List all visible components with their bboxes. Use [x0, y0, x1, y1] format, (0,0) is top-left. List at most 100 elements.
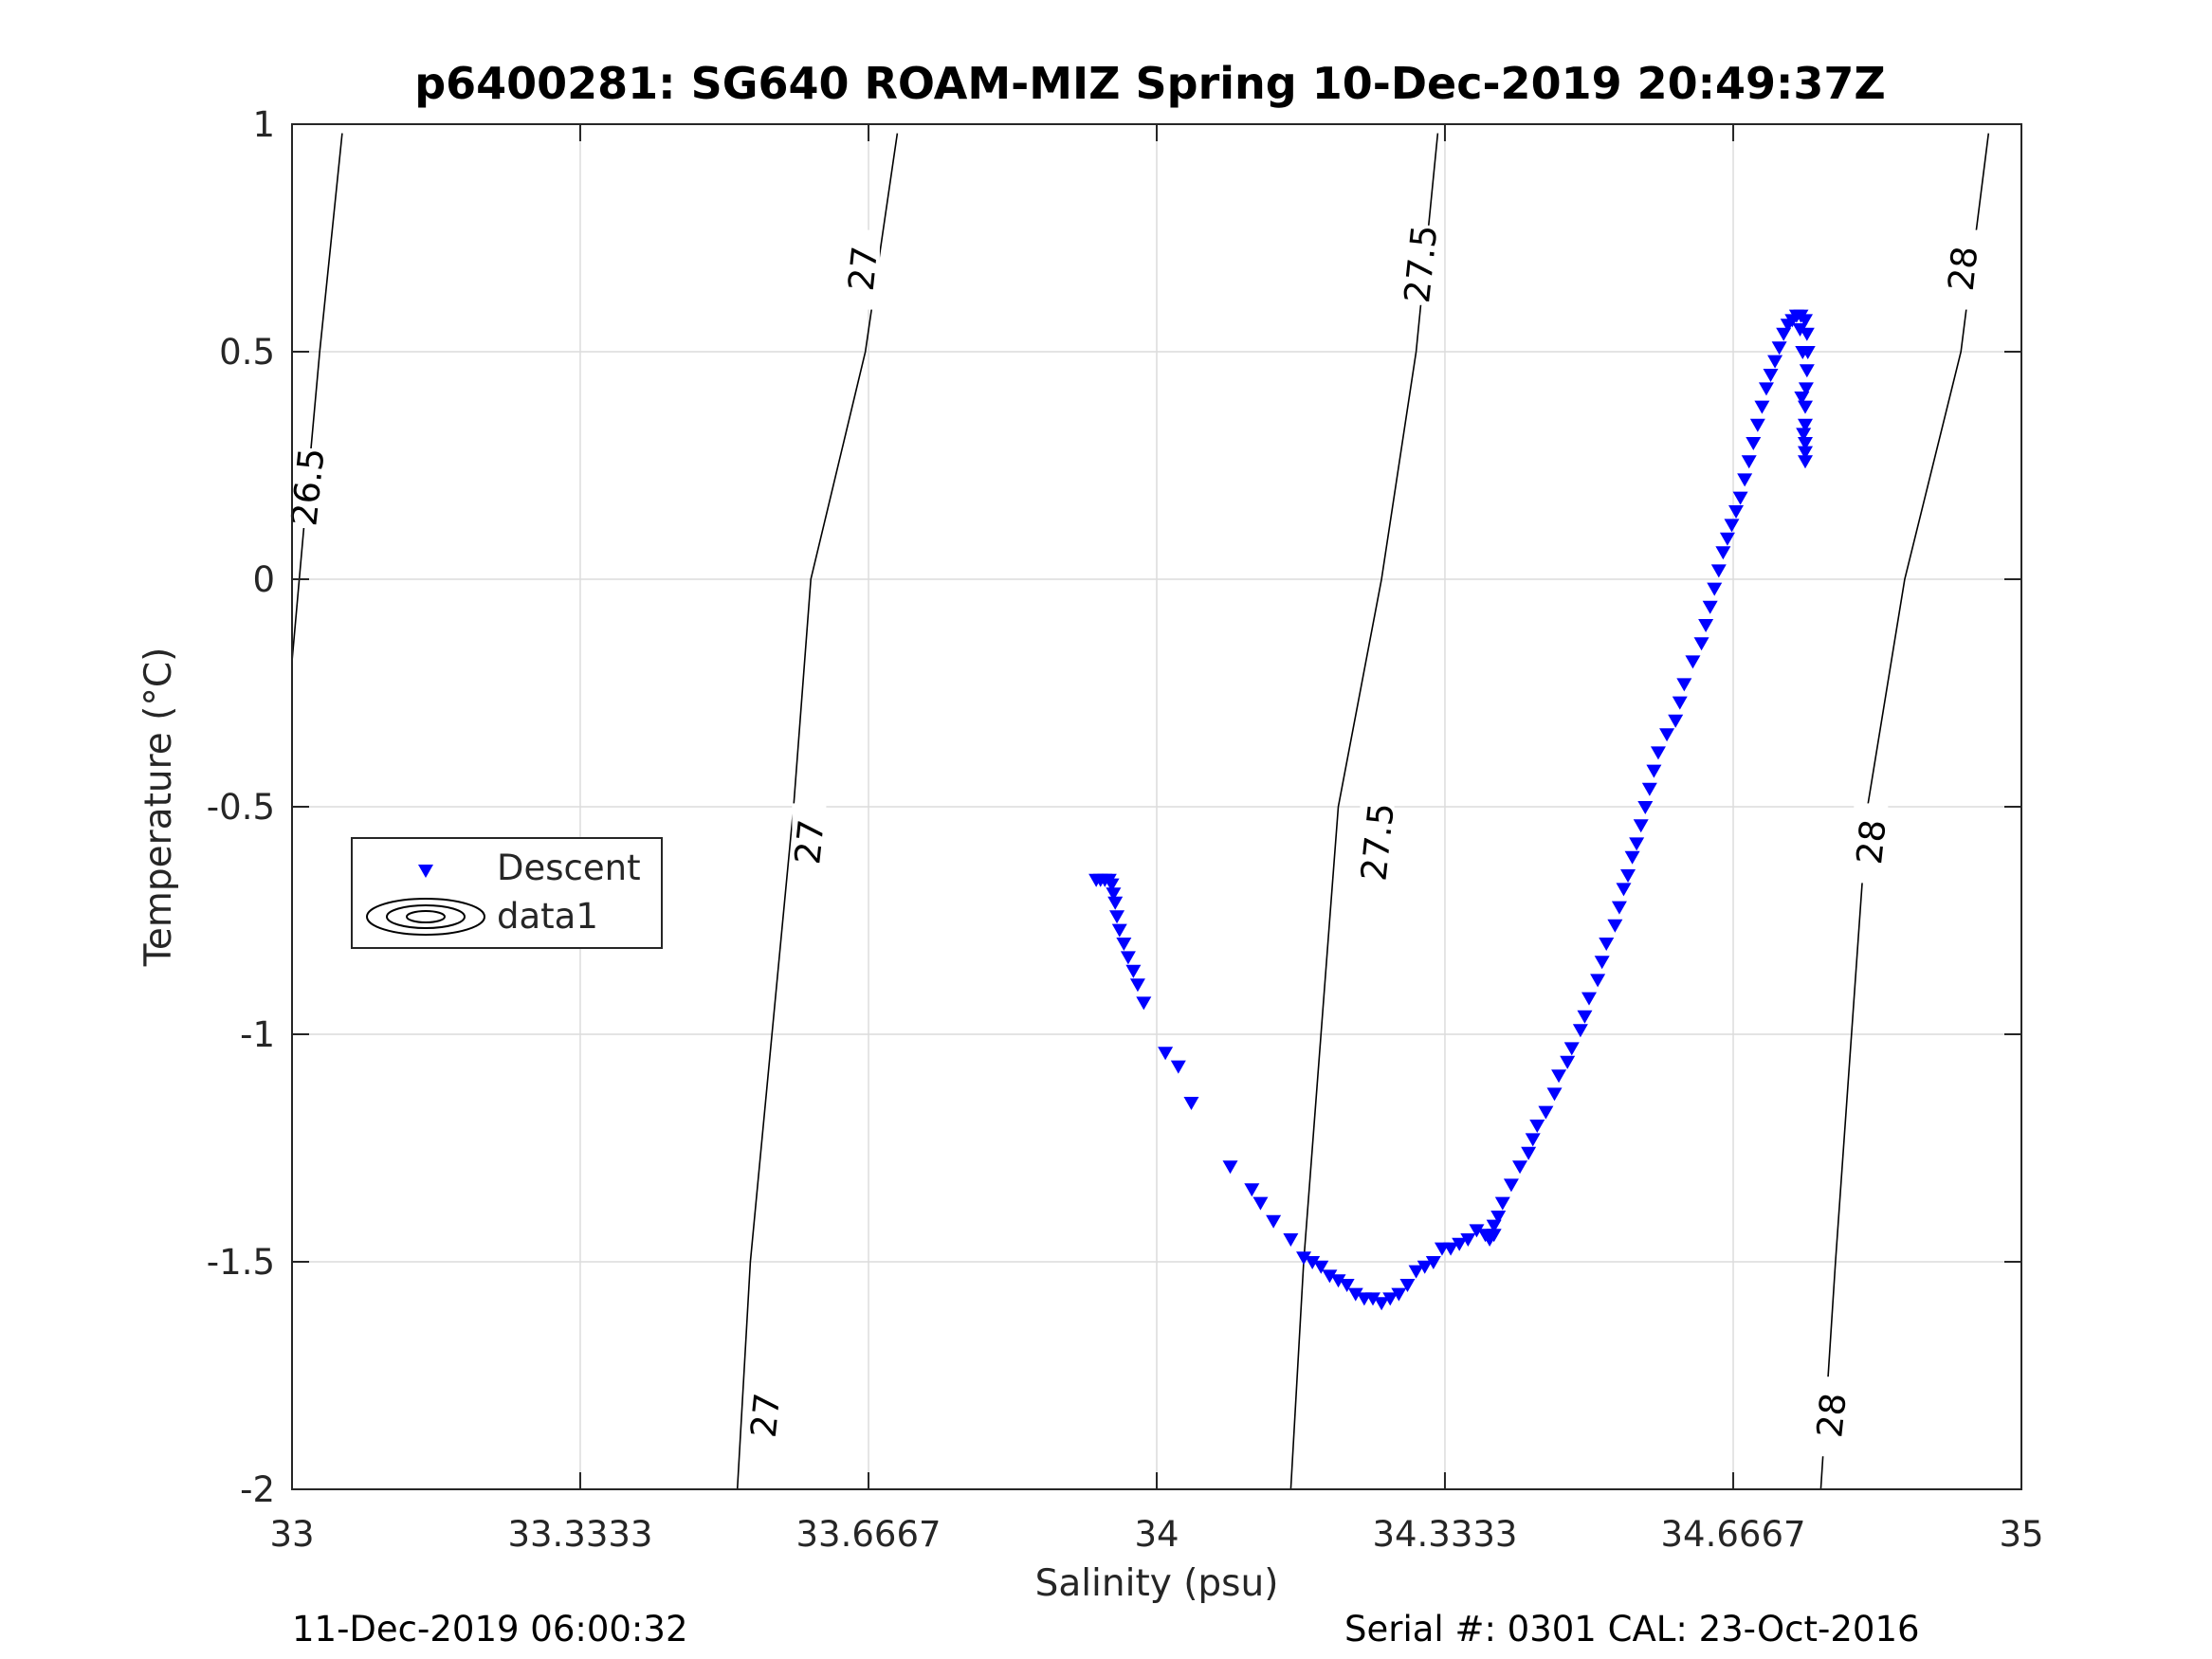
descent-point — [1754, 400, 1770, 414]
descent-point — [1529, 1120, 1545, 1133]
descent-point — [1629, 837, 1645, 851]
descent-point — [1620, 869, 1636, 883]
descent-point — [1512, 1160, 1528, 1175]
descent-point — [1707, 582, 1723, 596]
descent-point — [1724, 519, 1740, 533]
descent-point — [1599, 938, 1615, 951]
contour-label: 26.5 — [283, 446, 332, 527]
contour-label: 28 — [1849, 817, 1894, 866]
descent-point — [1490, 1211, 1507, 1224]
contour-label-gap — [1945, 229, 1980, 310]
descent-point — [1798, 455, 1813, 469]
contour-label-gap — [845, 229, 880, 310]
descent-point — [1104, 878, 1120, 892]
y-tick-label: -1.5 — [207, 1242, 275, 1283]
contour-line — [1819, 133, 1990, 1490]
contour-label: 27 — [841, 245, 887, 293]
contour-label: 28 — [1941, 245, 1986, 293]
descent-point — [1799, 364, 1815, 378]
descent-point — [1624, 850, 1640, 865]
descent-point — [1469, 1224, 1485, 1238]
descent-point — [1698, 619, 1714, 632]
descent-point — [1322, 1269, 1338, 1284]
descent-point — [1244, 1183, 1260, 1197]
descent-point — [1347, 1287, 1363, 1302]
contour-line — [291, 133, 343, 662]
descent-point — [1305, 1256, 1321, 1269]
descent-point — [1408, 1265, 1424, 1279]
descent-point — [1616, 883, 1632, 897]
descent-point — [1637, 801, 1654, 814]
x-tick-label: 33.3333 — [507, 1514, 652, 1555]
descent-point — [1107, 896, 1124, 910]
descent-point — [1737, 473, 1753, 487]
contour-label: 27 — [743, 1391, 789, 1439]
contour-label-gap — [1403, 225, 1438, 305]
descent-point — [1339, 1279, 1355, 1292]
descent-point — [1607, 919, 1623, 933]
contour-label-gap — [290, 448, 325, 528]
descent-point — [1685, 655, 1701, 669]
descent-point — [1798, 437, 1813, 450]
descent-point — [1798, 418, 1813, 432]
descent-point — [1590, 974, 1606, 988]
descent-point — [1798, 314, 1813, 328]
descent-point — [1659, 728, 1675, 742]
descent-point — [1111, 923, 1127, 938]
legend-label-data1: data1 — [497, 896, 598, 937]
descent-point — [1391, 1287, 1407, 1302]
descent-point — [1452, 1237, 1468, 1251]
descent-point — [1796, 428, 1812, 442]
chart-title: p6400281: SG640 ROAM-MIZ Spring 10-Dec-2… — [414, 58, 1886, 109]
descent-point — [1668, 714, 1684, 728]
descent-point — [1417, 1260, 1433, 1274]
descent-point — [1521, 1146, 1537, 1160]
descent-point — [1106, 887, 1122, 902]
x-tick-label: 35 — [1999, 1514, 2043, 1555]
descent-point — [1798, 446, 1813, 460]
descent-point — [1794, 392, 1810, 405]
x-axis-ticks: 33 33.3333 33.6667 34 34.3333 34.6667 35 — [269, 124, 2044, 1555]
legend-box — [351, 837, 663, 949]
y-tick-label: 0.5 — [219, 332, 275, 373]
descent-point — [1443, 1242, 1459, 1256]
descent-point — [1330, 1274, 1346, 1288]
y-axis-title: Temperature (°C) — [137, 647, 180, 968]
y-tick-label: -2 — [240, 1469, 275, 1510]
contour-label-gap — [792, 803, 827, 884]
contour-label: 28 — [1809, 1391, 1855, 1439]
descent-point — [1572, 1024, 1588, 1038]
descent-point — [1399, 1279, 1416, 1292]
contour-label: 27.5 — [1353, 801, 1401, 883]
descent-point — [1365, 1292, 1380, 1306]
descent-point — [1183, 1097, 1199, 1110]
descent-point — [1538, 1105, 1554, 1120]
descent-point — [1296, 1251, 1312, 1266]
descent-point — [1693, 637, 1709, 651]
descent-point — [1486, 1219, 1502, 1233]
descent-point — [1136, 996, 1152, 1011]
contour-label: 27 — [787, 817, 832, 866]
legend-descent-marker — [418, 865, 433, 878]
descent-point — [1170, 1060, 1186, 1074]
descent-point — [1641, 782, 1657, 796]
descent-point — [1672, 696, 1688, 710]
contour-line — [736, 133, 899, 1490]
descent-point — [1594, 956, 1610, 970]
descent-point — [1758, 382, 1774, 396]
footer-serial-cal: Serial #: 0301 CAL: 23-Oct-2016 — [1344, 1609, 1920, 1650]
descent-point — [1116, 938, 1132, 951]
descent-point — [1222, 1160, 1238, 1175]
descent-point — [1771, 341, 1787, 356]
descent-point — [1425, 1256, 1441, 1269]
y-tick-label: 0 — [252, 559, 275, 600]
footer-timestamp: 11-Dec-2019 06:00:32 — [292, 1609, 688, 1650]
legend-contour-icon — [366, 898, 485, 936]
x-tick-label: 33.6667 — [796, 1514, 941, 1555]
y-tick-label: -1 — [240, 1014, 275, 1055]
descent-point — [1129, 978, 1145, 993]
descent-point — [1266, 1214, 1282, 1229]
descent-point — [1798, 382, 1814, 396]
descent-point — [1749, 418, 1765, 432]
